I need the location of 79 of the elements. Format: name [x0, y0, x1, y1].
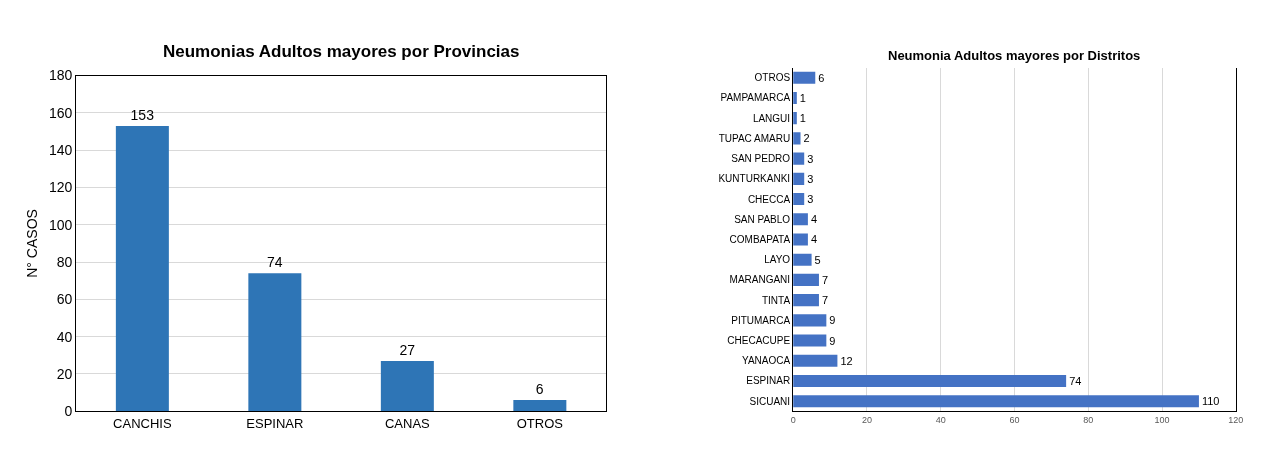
y-tick-label: 160	[48, 104, 73, 121]
y-tick-label: TINTA	[761, 294, 791, 306]
data-label: 27	[399, 341, 416, 358]
y-tick-label: 180	[48, 67, 73, 84]
y-tick-label: SAN PEDRO	[731, 153, 791, 165]
y-tick-label: LANGUI	[752, 112, 791, 124]
data-label: 12	[840, 354, 853, 367]
data-label: 1	[799, 112, 806, 125]
bar	[793, 354, 838, 367]
data-label: 7	[821, 273, 829, 286]
y-tick-label: 140	[48, 142, 73, 159]
x-tick-label: 40	[935, 415, 946, 426]
y-tick-label: 80	[56, 253, 73, 270]
chart-title: Neumonia Adultos mayores por Distritos	[888, 48, 1141, 63]
data-label: 74	[266, 254, 283, 271]
y-tick-label: 60	[56, 291, 73, 308]
data-label: 3	[807, 152, 814, 165]
y-tick-label: PAMPAMARCA	[720, 92, 791, 104]
bar	[793, 334, 827, 347]
x-tick-label: ESPINAR	[246, 415, 304, 431]
y-tick-label: 20	[56, 365, 73, 382]
y-tick-label: ESPINAR	[746, 375, 791, 387]
y-axis-title: N° CASOS	[23, 209, 40, 278]
x-tick-label: 100	[1154, 415, 1170, 426]
bar	[793, 213, 808, 226]
data-label: 4	[810, 233, 818, 246]
x-tick-label: 120	[1228, 415, 1244, 426]
bar	[793, 273, 819, 286]
data-label: 110	[1201, 395, 1220, 408]
bar	[793, 71, 816, 84]
y-tick-label: OTROS	[754, 72, 791, 84]
bar	[793, 253, 812, 266]
y-tick-label: YANAOCA	[741, 355, 791, 367]
y-tick-label: SICUANI	[749, 395, 791, 407]
data-label: 9	[829, 334, 836, 347]
chart-title: Neumonias Adultos mayores por Provincias	[163, 42, 520, 61]
y-tick-label: CHECCA	[747, 193, 791, 205]
y-tick-label: 120	[48, 179, 73, 196]
bar	[793, 172, 805, 185]
bar	[793, 152, 805, 165]
data-label: 3	[807, 172, 814, 185]
bar	[115, 125, 169, 412]
data-label: 1	[799, 91, 806, 104]
y-tick-label: COMBAPATA	[729, 233, 791, 245]
data-label: 5	[814, 253, 821, 266]
data-label: 74	[1069, 374, 1082, 387]
data-label: 9	[829, 314, 836, 327]
data-label: 6	[818, 71, 825, 84]
y-tick-label: SAN PABLO	[734, 213, 791, 225]
bar	[793, 132, 801, 145]
y-tick-label: MARANGANI	[729, 274, 791, 286]
bar	[793, 395, 1199, 408]
data-label: 153	[130, 106, 155, 123]
data-label: 6	[535, 381, 544, 398]
x-tick-label: OTROS	[516, 415, 564, 431]
y-tick-label: LAYO	[764, 254, 791, 266]
y-tick-label: PITUMARCA	[731, 314, 791, 326]
y-tick-label: 40	[56, 328, 73, 345]
bar	[793, 233, 808, 246]
data-label: 3	[807, 193, 814, 206]
x-tick-label: 20	[861, 415, 872, 426]
bar	[793, 374, 1067, 388]
x-tick-label: CANAS	[384, 415, 431, 431]
data-label: 7	[821, 294, 829, 307]
bar	[793, 294, 819, 307]
x-tick-label: CANCHIS	[113, 415, 172, 431]
bar	[513, 400, 567, 412]
y-tick-label: TUPAC AMARU	[718, 132, 791, 144]
bar	[793, 192, 805, 206]
data-label: 4	[810, 213, 818, 226]
x-tick-label: 80	[1083, 415, 1094, 426]
y-tick-label: CHECACUPE	[727, 335, 791, 347]
bar	[380, 360, 434, 412]
x-tick-label: 60	[1009, 415, 1020, 426]
y-tick-label: 100	[48, 216, 73, 233]
y-tick-label: KUNTURKANKI	[718, 173, 791, 185]
bar	[793, 314, 827, 327]
bar	[248, 273, 302, 412]
data-label: 2	[803, 132, 810, 145]
